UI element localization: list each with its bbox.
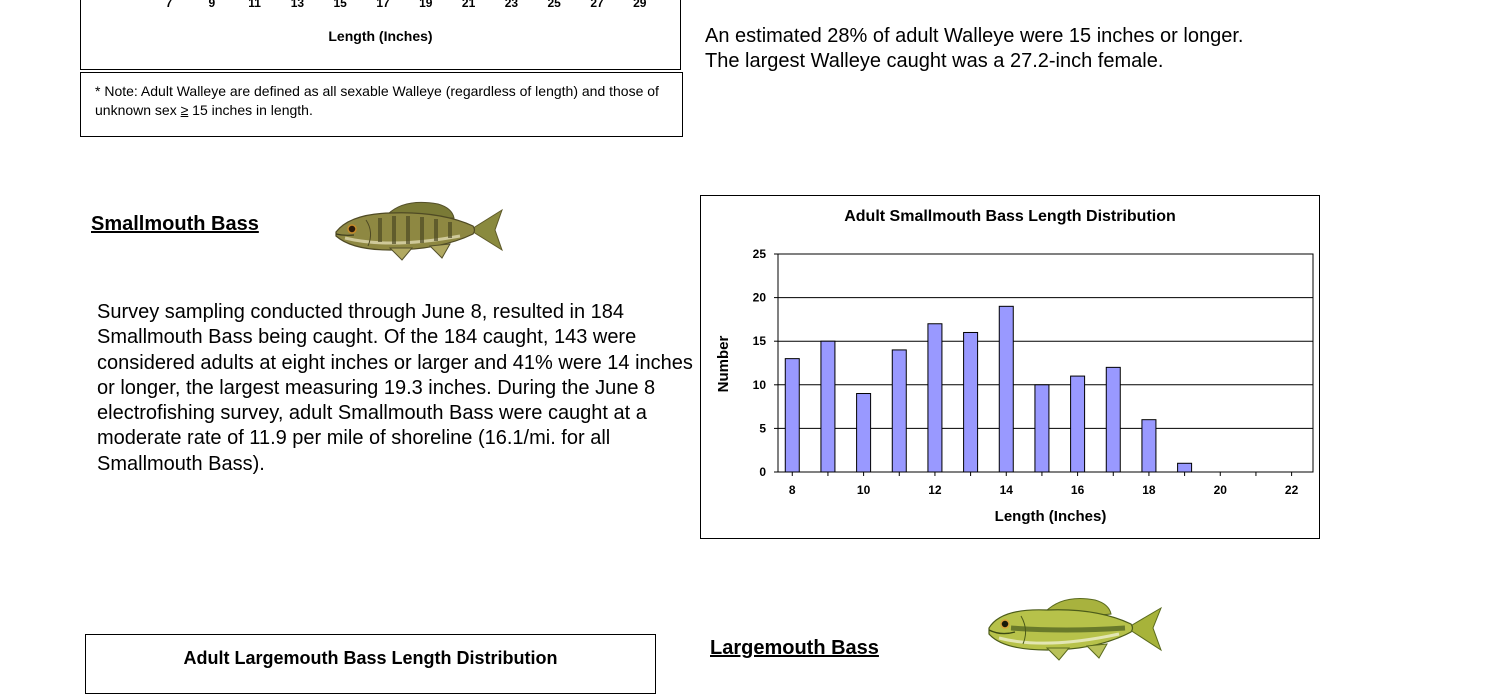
bar-15-inch: [1034, 384, 1050, 473]
largemouth-chart-title: Adult Largemouth Bass Length Distributio…: [183, 648, 558, 668]
bar-18-inch: [1141, 419, 1157, 473]
walleye-x-tick-label: 11: [248, 0, 261, 10]
walleye-chart-frame: 7 9 11 13 15 17 19 21 23 25 27 29 Length (Inches): [80, 0, 681, 70]
largemouth-heading: Largemouth Bass: [710, 637, 879, 659]
y-tick-label: 10: [753, 378, 767, 392]
walleye-x-tick-label: 21: [461, 0, 476, 10]
smallmouth-heading: Smallmouth Bass: [91, 213, 259, 235]
bar-17-inch: [1105, 366, 1121, 473]
bar-14-inch: [998, 305, 1014, 473]
y-tick-label: 20: [753, 291, 767, 305]
y-axis-label: Number: [715, 336, 732, 393]
bar-11-inch: [891, 349, 907, 473]
walleye-x-tick-label: 13: [290, 0, 305, 10]
walleye-x-tick-label: 17: [376, 0, 390, 10]
walleye-paragraph: An estimated 28% of adult Walleye were 1…: [705, 25, 1244, 73]
walleye-x-tick-label: 29: [633, 0, 647, 10]
walleye-x-tick-label: 15: [333, 0, 347, 10]
walleye-x-tick-label: 27: [590, 0, 604, 10]
bar-9-inch: [820, 340, 836, 473]
bar-19-inch: [1177, 462, 1193, 473]
largemouth-bass-fish-icon: [988, 598, 1163, 661]
walleye-note-box: * Note: Adult Walleye are defined as all…: [80, 72, 683, 137]
walleye-note-suffix: 15 inches in length.: [188, 102, 313, 118]
x-tick-label: 16: [1071, 483, 1085, 497]
bar-8-inch: [784, 358, 800, 473]
x-tick-label: 18: [1142, 483, 1156, 497]
bar-10-inch: [856, 393, 872, 473]
bar-12-inch: [927, 323, 943, 473]
x-tick-label: 12: [928, 483, 942, 497]
y-tick-label: 0: [759, 465, 766, 479]
largemouth-chart-frame: Adult Largemouth Bass Length Distributio…: [85, 634, 656, 694]
walleye-note-symbol: ≥: [180, 102, 189, 118]
walleye-x-tick-label: 19: [419, 0, 433, 10]
walleye-x-tick-label: 7: [165, 0, 173, 10]
smallmouth-bar-chart: 0 5 10 15 20 25 8 10 12 14 16 18 20 22 Length (Inches)…: [715, 247, 1314, 525]
walleye-x-tick-label: 25: [547, 0, 561, 10]
x-tick-label: 10: [857, 483, 871, 497]
y-tick-label: 5: [759, 421, 766, 435]
x-tick-label: 20: [1214, 483, 1228, 497]
chart-title: Adult Smallmouth Bass Length Distributio…: [844, 208, 1176, 225]
walleye-x-axis-label: Length (Inches): [328, 28, 433, 44]
smallmouth-chart-frame: Adult Smallmouth Bass Length Distributio…: [700, 195, 1320, 539]
x-tick-label: 22: [1285, 483, 1299, 497]
x-tick-label: 8: [789, 483, 796, 497]
walleye-x-tick-label: 9: [208, 0, 216, 10]
bar-16-inch: [1070, 375, 1086, 473]
x-tick-label: 14: [1000, 483, 1014, 497]
x-axis-label: Length (Inches): [995, 508, 1107, 525]
y-tick-label: 25: [753, 247, 767, 261]
smallmouth-paragraph: Survey sampling conducted through June 8…: [97, 301, 693, 475]
walleye-x-tick-label: 23: [504, 0, 519, 10]
smallmouth-bass-fish-icon: [335, 201, 503, 261]
y-tick-label: 15: [753, 334, 767, 348]
walleye-note-prefix: * Note: Adult Walleye are defined as all…: [95, 83, 659, 118]
walleye-note-text: * Note: Adult Walleye are defined as all…: [81, 73, 682, 120]
bar-13-inch: [963, 331, 979, 473]
